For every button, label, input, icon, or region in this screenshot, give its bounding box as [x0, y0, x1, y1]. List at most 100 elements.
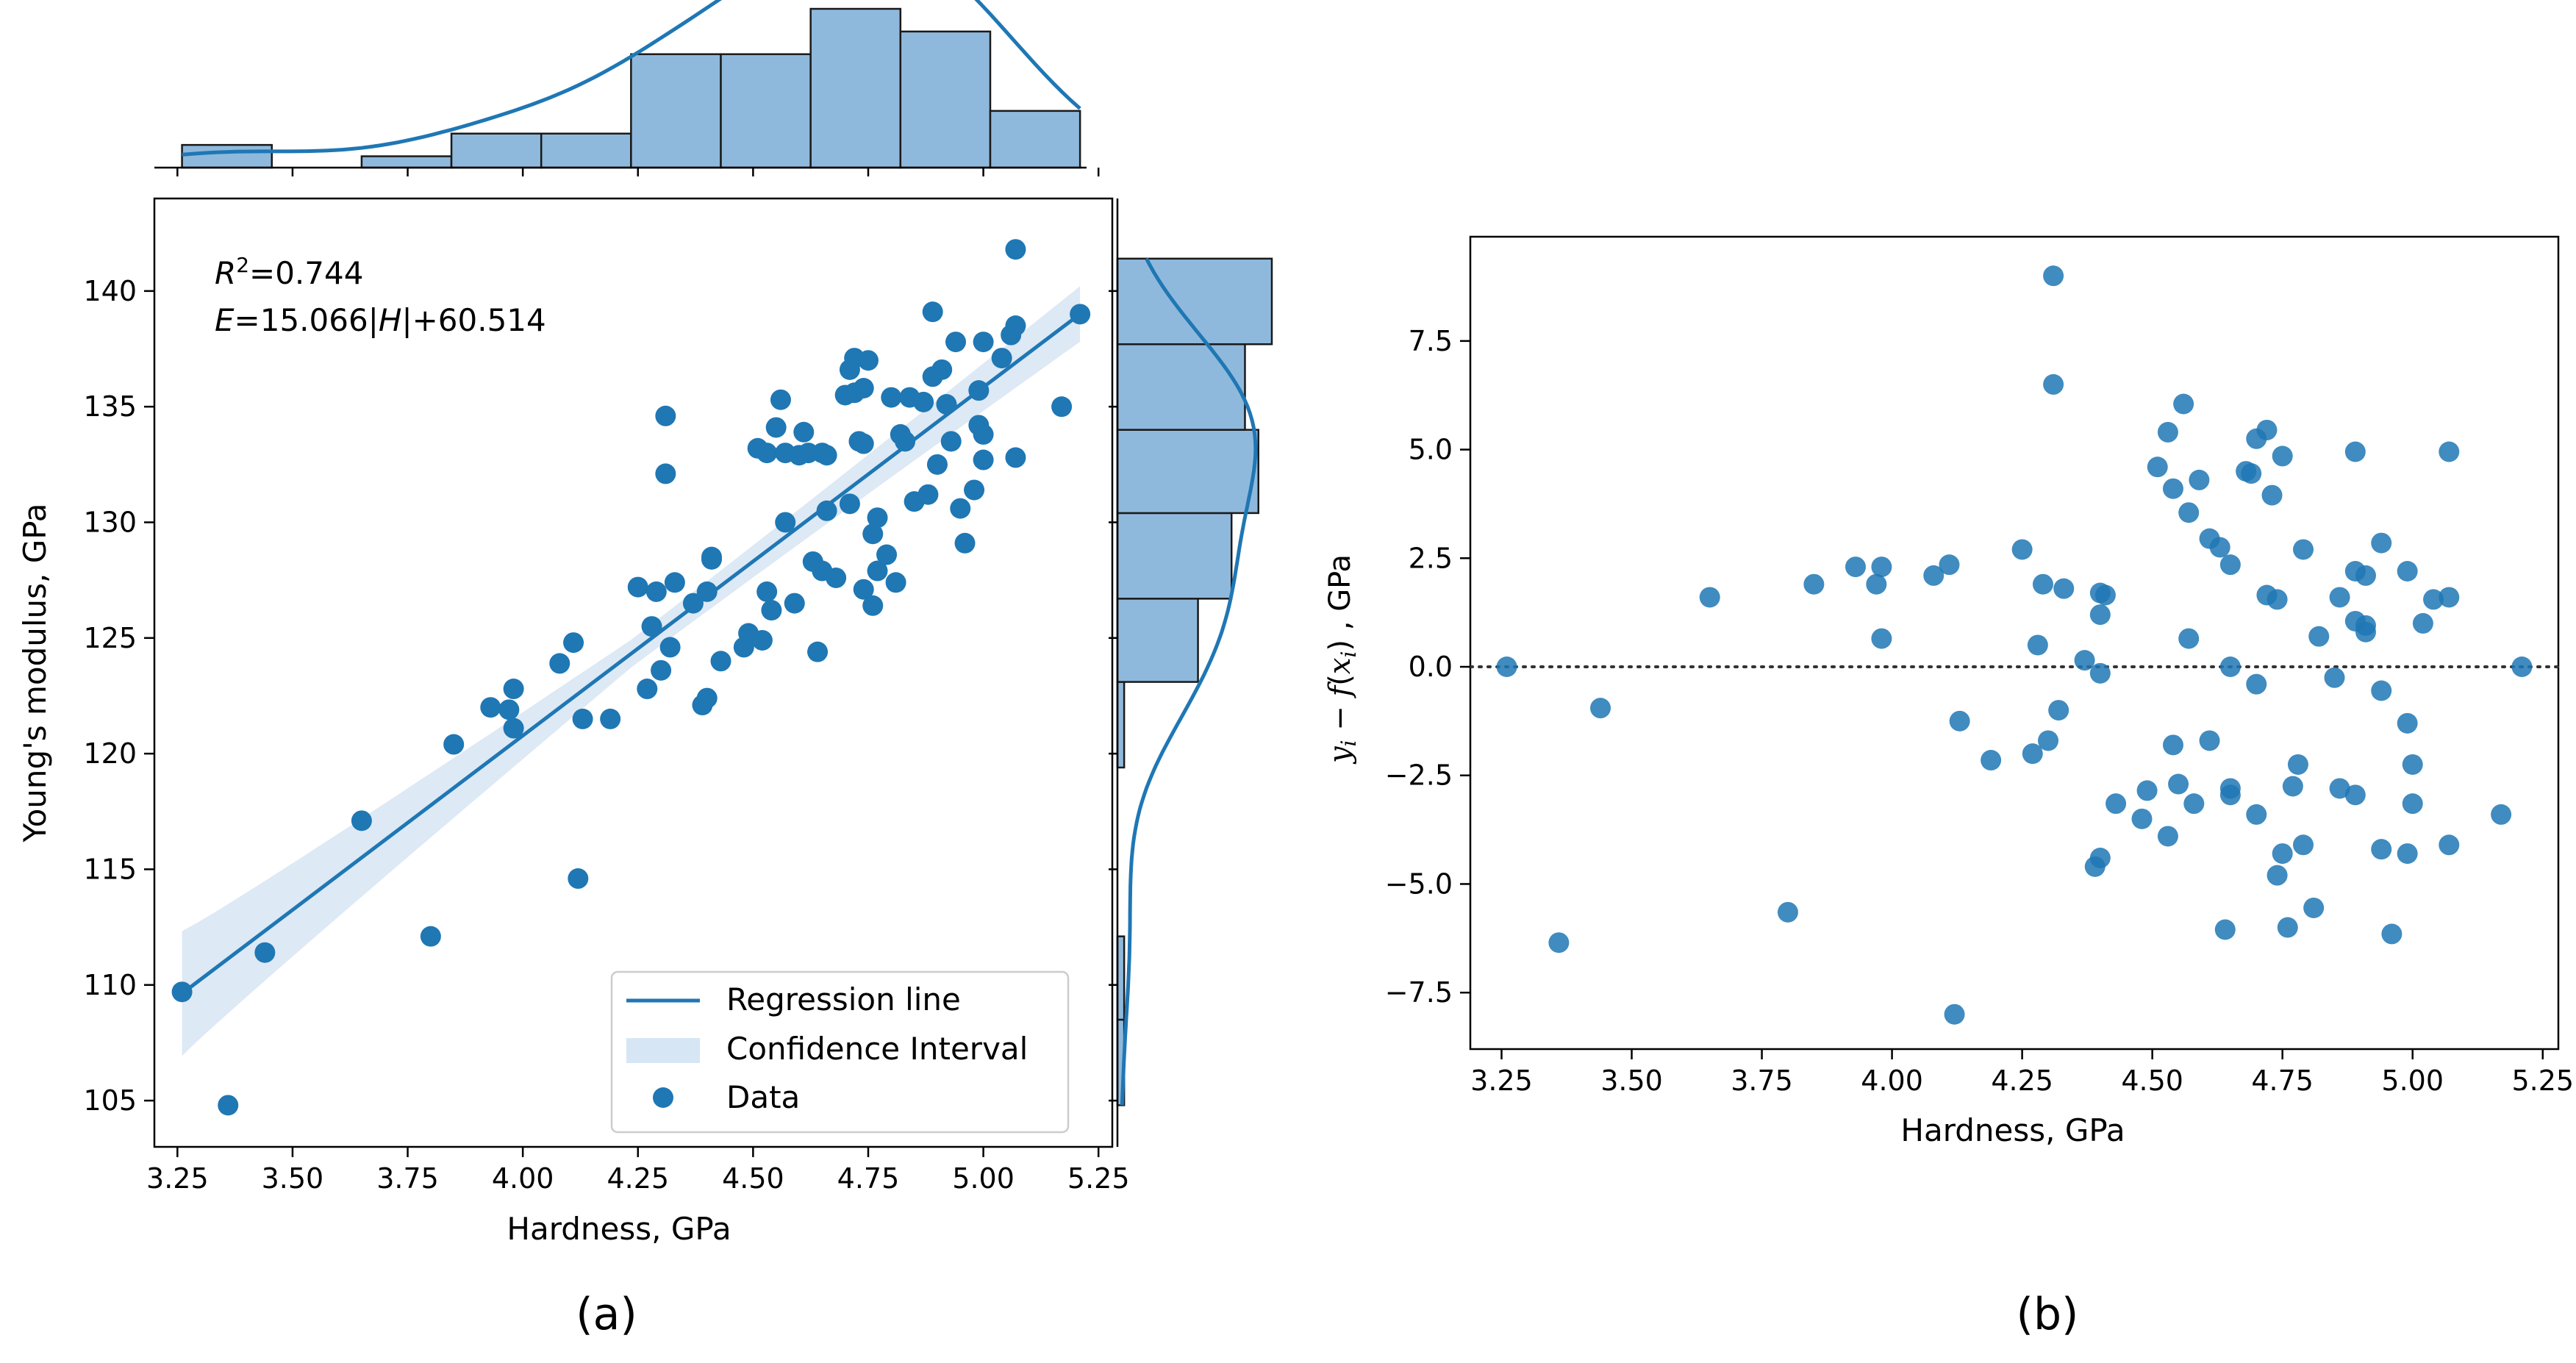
x-tick-label: 4.75	[2251, 1065, 2314, 1097]
confidence-interval-band	[182, 286, 1081, 1056]
y-tick-label: −5.0	[1385, 867, 1453, 900]
legend-patch-swatch	[626, 1038, 700, 1063]
residual-point	[2173, 393, 2194, 415]
regression-line	[180, 312, 1082, 995]
data-point	[682, 593, 704, 614]
data-point	[936, 394, 957, 415]
residual-point	[2168, 773, 2189, 795]
data-point	[443, 734, 465, 755]
residual-point	[2439, 587, 2460, 608]
data-point	[770, 389, 791, 410]
histogram-bar	[899, 30, 992, 169]
eq-var: H	[379, 302, 402, 338]
residual-point	[2266, 589, 2288, 610]
residual-point	[1777, 901, 1798, 923]
residual-point	[2178, 628, 2200, 649]
residual-point	[2381, 923, 2403, 945]
data-point	[1051, 396, 1073, 418]
residual-point	[2491, 804, 2512, 825]
data-point	[973, 449, 994, 471]
data-point	[775, 512, 796, 533]
data-point	[885, 572, 906, 593]
histogram-bar	[630, 53, 722, 169]
data-point	[940, 431, 962, 452]
histogram-bar	[1116, 257, 1273, 346]
residual-point	[1590, 698, 1611, 719]
y-tick-label: 140	[83, 275, 137, 307]
residual-point	[1949, 710, 1970, 731]
data-point	[655, 463, 676, 484]
x-tick-label: 5.25	[2511, 1065, 2574, 1097]
panel-a-x-ticks: 3.25 3.50 3.75 4.00 4.25 4.50 4.75 5.00 5.25	[146, 1147, 1130, 1195]
residual-point	[2371, 680, 2392, 701]
x-tick-label: 4.00	[492, 1162, 554, 1195]
data-point	[862, 595, 884, 616]
panel-b-label: (b)	[2017, 1289, 2079, 1340]
panel-b-x-axis-label: Hardness, GPa	[1900, 1112, 2125, 1148]
x-tick-label: 4.50	[2121, 1065, 2183, 1097]
data-point	[696, 581, 718, 602]
residual-point	[2308, 626, 2330, 647]
data-point	[950, 498, 971, 519]
residual-point	[2246, 673, 2267, 695]
r2-value: =0.744	[249, 255, 363, 291]
ylabel-paren-close: )	[1323, 640, 1357, 651]
histogram-bar	[1116, 512, 1233, 600]
data-point	[710, 651, 731, 672]
data-point	[480, 697, 501, 718]
y-tick-label: −7.5	[1385, 976, 1453, 1009]
x-tick-label: 3.25	[146, 1162, 209, 1195]
residual-point	[2371, 839, 2392, 860]
histogram-bar	[1116, 681, 1126, 769]
data-point	[600, 708, 621, 729]
y-tick-label: 5.0	[1409, 434, 1453, 466]
data-point	[171, 981, 193, 1003]
data-point	[1005, 315, 1026, 337]
data-point	[568, 868, 589, 890]
residual-point	[1923, 565, 1944, 586]
eq-tail: |+60.514	[401, 302, 545, 338]
residual-point	[1496, 657, 1517, 677]
panel-b-x-ticks: 3.25 3.50 3.75 4.00 4.25 4.50 4.75 5.00 5.25	[1470, 1049, 2574, 1097]
data-point	[420, 926, 441, 947]
data-point	[922, 301, 943, 323]
residual-point	[2094, 584, 2116, 606]
residual-point	[1866, 573, 1887, 595]
r2-symbol: R	[215, 255, 236, 291]
ylabel-paren-open: (	[1323, 674, 1357, 686]
x-tick-label: 4.75	[837, 1162, 900, 1195]
residual-point	[2199, 730, 2220, 751]
data-point	[655, 405, 676, 426]
panel-a-data-points	[171, 239, 1091, 1116]
residual-point	[2178, 502, 2200, 523]
top-histogram-kde-curve	[182, 0, 1081, 157]
residual-point	[2043, 373, 2064, 395]
data-point	[765, 417, 787, 438]
ylabel-y: y	[1323, 745, 1357, 765]
data-point	[945, 332, 967, 353]
residual-point	[2074, 650, 2095, 671]
residual-point	[2147, 457, 2168, 478]
data-point	[793, 421, 815, 443]
panel-a-plot-frame	[153, 197, 1114, 1148]
residual-point	[1803, 573, 1825, 595]
data-point	[645, 581, 667, 602]
data-point	[816, 500, 837, 521]
y-tick-label: 135	[83, 390, 137, 423]
data-point	[1070, 304, 1091, 325]
residual-point	[2089, 848, 2111, 868]
data-point	[881, 387, 902, 408]
r-squared-annotation: R2=0.744	[215, 253, 363, 291]
data-point	[659, 637, 681, 658]
residual-point	[2402, 754, 2423, 775]
residual-point	[1845, 557, 1867, 578]
residual-point	[2439, 834, 2460, 856]
data-point	[756, 443, 778, 464]
x-tick-label: 4.50	[722, 1162, 784, 1195]
data-point	[964, 479, 985, 501]
residual-point	[2293, 539, 2314, 560]
data-point	[867, 507, 888, 529]
data-point	[627, 576, 648, 598]
residual-point	[2162, 734, 2183, 756]
